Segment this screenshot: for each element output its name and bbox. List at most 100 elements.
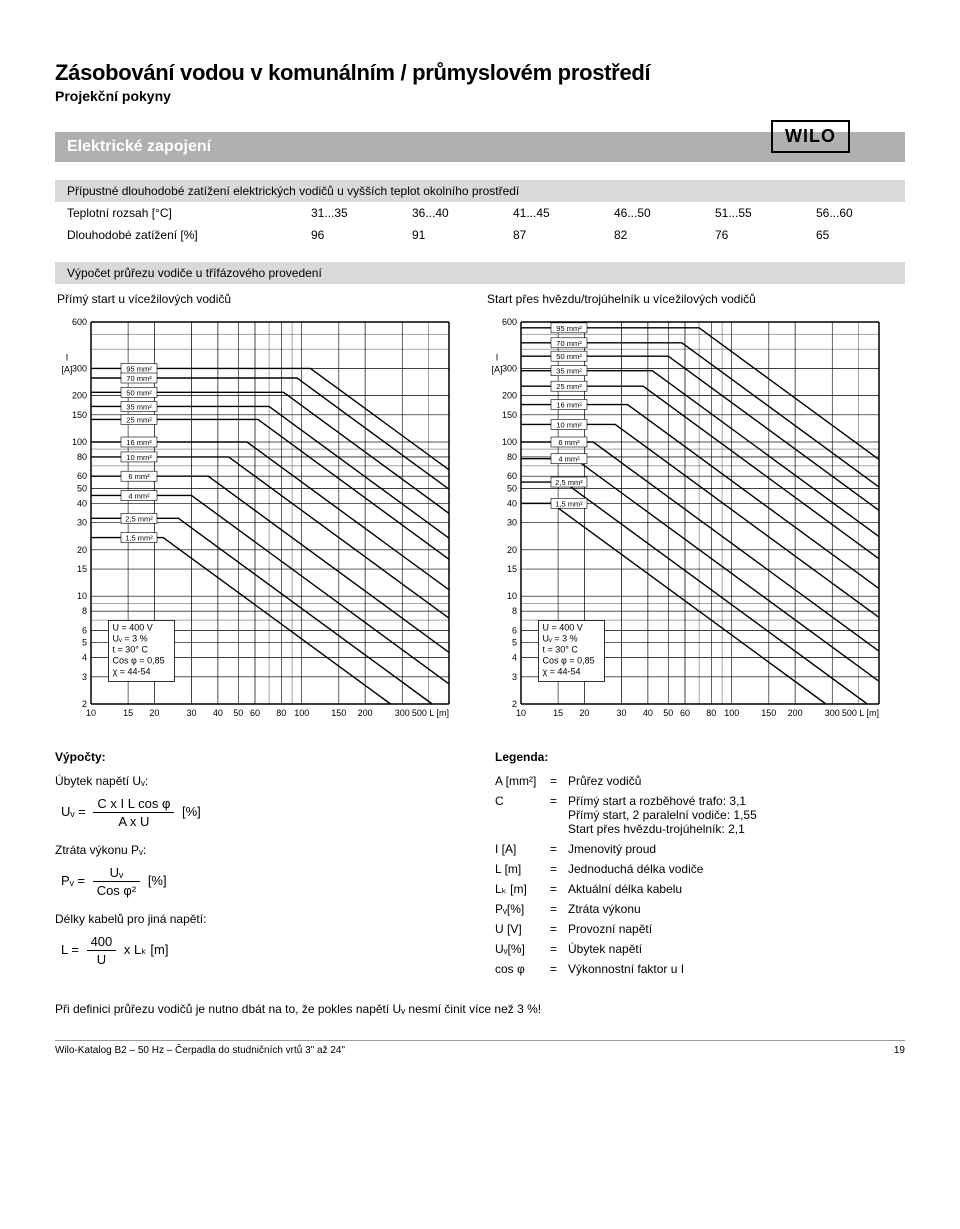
svg-text:10 mm²: 10 mm² bbox=[126, 453, 152, 462]
svg-text:50 mm²: 50 mm² bbox=[556, 352, 582, 361]
svg-text:50: 50 bbox=[233, 708, 243, 718]
svg-text:60: 60 bbox=[77, 471, 87, 481]
chart-right-title: Start přes hvězdu/trojúhelník u vícežilo… bbox=[485, 292, 905, 306]
svg-text:8: 8 bbox=[512, 606, 517, 616]
svg-text:40: 40 bbox=[643, 708, 653, 718]
chart-right-column: Start přes hvězdu/trojúhelník u vícežilo… bbox=[485, 292, 905, 732]
svg-text:I: I bbox=[66, 352, 69, 362]
svg-text:t = 30° C: t = 30° C bbox=[542, 644, 578, 654]
svg-text:200: 200 bbox=[788, 708, 803, 718]
svg-text:25 mm²: 25 mm² bbox=[556, 382, 582, 391]
lk-label: Délky kabelů pro jiná napětí: bbox=[55, 912, 465, 926]
svg-text:300: 300 bbox=[72, 363, 87, 373]
svg-text:4 mm²: 4 mm² bbox=[558, 455, 580, 464]
svg-text:30: 30 bbox=[617, 708, 627, 718]
svg-text:3: 3 bbox=[512, 672, 517, 682]
svg-text:35 mm²: 35 mm² bbox=[126, 402, 152, 411]
svg-text:500 L [m]: 500 L [m] bbox=[412, 708, 449, 718]
chart-left-column: Přímý start u vícežilových vodičů 10 15 20… bbox=[55, 292, 475, 732]
svg-text:10: 10 bbox=[77, 591, 87, 601]
svg-text:2: 2 bbox=[512, 699, 517, 709]
svg-text:500 L [m]: 500 L [m] bbox=[842, 708, 879, 718]
svg-text:10: 10 bbox=[507, 591, 517, 601]
svg-text:5: 5 bbox=[82, 638, 87, 648]
chart-left-title: Přímý start u vícežilových vodičů bbox=[55, 292, 475, 306]
svg-text:80: 80 bbox=[276, 708, 286, 718]
footer-page: 19 bbox=[894, 1045, 905, 1056]
svg-text:150: 150 bbox=[72, 410, 87, 420]
svg-text:10: 10 bbox=[516, 708, 526, 718]
svg-text:100: 100 bbox=[72, 437, 87, 447]
svg-text:2: 2 bbox=[82, 699, 87, 709]
svg-text:I: I bbox=[496, 352, 499, 362]
warning-text: Při definici průřezu vodičů je nutno dbá… bbox=[55, 1002, 905, 1016]
page-title: Zásobování vodou v komunálním / průmyslo… bbox=[55, 60, 905, 86]
svg-text:50: 50 bbox=[507, 483, 517, 493]
svg-text:60: 60 bbox=[250, 708, 260, 718]
svg-text:χ = 44-54: χ = 44-54 bbox=[542, 666, 580, 676]
svg-text:4: 4 bbox=[512, 653, 517, 663]
svg-text:15: 15 bbox=[77, 564, 87, 574]
svg-text:300: 300 bbox=[825, 708, 840, 718]
svg-text:50 mm²: 50 mm² bbox=[126, 388, 152, 397]
svg-text:100: 100 bbox=[724, 708, 739, 718]
chart-left: 1015203040506080100150200300500 L [m]234… bbox=[55, 312, 475, 732]
svg-text:10: 10 bbox=[86, 708, 96, 718]
svg-text:25 mm²: 25 mm² bbox=[126, 415, 152, 424]
svg-text:30: 30 bbox=[507, 518, 517, 528]
svg-text:80: 80 bbox=[507, 452, 517, 462]
svg-text:20: 20 bbox=[507, 545, 517, 555]
svg-text:300: 300 bbox=[502, 363, 517, 373]
uv-formula: Uᵥ = C x I L cos φA x U [%] bbox=[61, 796, 465, 829]
svg-text:80: 80 bbox=[706, 708, 716, 718]
svg-text:100: 100 bbox=[294, 708, 309, 718]
logo-box: WILO bbox=[771, 120, 850, 153]
svg-text:600: 600 bbox=[72, 317, 87, 327]
svg-text:3: 3 bbox=[82, 672, 87, 682]
svg-text:40: 40 bbox=[213, 708, 223, 718]
svg-text:6 mm²: 6 mm² bbox=[558, 438, 580, 447]
page-subtitle: Projekční pokyny bbox=[55, 88, 905, 104]
svg-text:50: 50 bbox=[77, 483, 87, 493]
svg-text:6: 6 bbox=[82, 625, 87, 635]
calculations-column: Výpočty: Úbytek napětí Uᵥ: Uᵥ = C x I L … bbox=[55, 750, 465, 982]
svg-text:t = 30° C: t = 30° C bbox=[112, 644, 148, 654]
footer: Wilo-Katalog B2 – 50 Hz – Čerpadla do st… bbox=[55, 1040, 905, 1056]
svg-text:15: 15 bbox=[553, 708, 563, 718]
svg-text:8: 8 bbox=[82, 606, 87, 616]
pv-label: Ztráta výkonu Pᵥ: bbox=[55, 843, 465, 857]
legend-column: Legenda: A [mm²]=Průřez vodičůC=Přímý st… bbox=[495, 750, 905, 982]
svg-text:15: 15 bbox=[123, 708, 133, 718]
svg-text:5: 5 bbox=[512, 638, 517, 648]
svg-text:4 mm²: 4 mm² bbox=[128, 491, 150, 500]
svg-text:[A]: [A] bbox=[61, 364, 72, 374]
svg-text:χ = 44-54: χ = 44-54 bbox=[112, 666, 150, 676]
calc-heading: Výpočty: bbox=[55, 750, 465, 764]
svg-text:150: 150 bbox=[331, 708, 346, 718]
svg-text:30: 30 bbox=[77, 518, 87, 528]
svg-text:4: 4 bbox=[82, 653, 87, 663]
svg-text:150: 150 bbox=[761, 708, 776, 718]
svg-text:10 mm²: 10 mm² bbox=[556, 420, 582, 429]
footer-left: Wilo-Katalog B2 – 50 Hz – Čerpadla do st… bbox=[55, 1045, 345, 1056]
svg-text:U = 400 V: U = 400 V bbox=[542, 622, 582, 632]
svg-text:Cos φ = 0,85: Cos φ = 0,85 bbox=[542, 655, 594, 665]
svg-text:60: 60 bbox=[680, 708, 690, 718]
svg-text:16 mm²: 16 mm² bbox=[556, 401, 582, 410]
legend-heading: Legenda: bbox=[495, 750, 905, 764]
svg-text:30: 30 bbox=[187, 708, 197, 718]
svg-text:35 mm²: 35 mm² bbox=[556, 367, 582, 376]
permissible-load-table: Teplotní rozsah [°C]31...3536...4041...4… bbox=[55, 202, 905, 246]
svg-text:95 mm²: 95 mm² bbox=[556, 324, 582, 333]
svg-text:100: 100 bbox=[502, 437, 517, 447]
svg-text:20: 20 bbox=[149, 708, 159, 718]
svg-text:2,5 mm²: 2,5 mm² bbox=[555, 478, 583, 487]
svg-text:200: 200 bbox=[502, 391, 517, 401]
svg-text:300: 300 bbox=[395, 708, 410, 718]
calc-strip: Výpočet průřezu vodiče u třífázového pro… bbox=[55, 262, 905, 284]
svg-text:200: 200 bbox=[358, 708, 373, 718]
svg-text:150: 150 bbox=[502, 410, 517, 420]
svg-text:Uᵥ = 3 %: Uᵥ = 3 % bbox=[112, 633, 147, 643]
svg-text:95 mm²: 95 mm² bbox=[126, 364, 152, 373]
svg-text:60: 60 bbox=[507, 471, 517, 481]
